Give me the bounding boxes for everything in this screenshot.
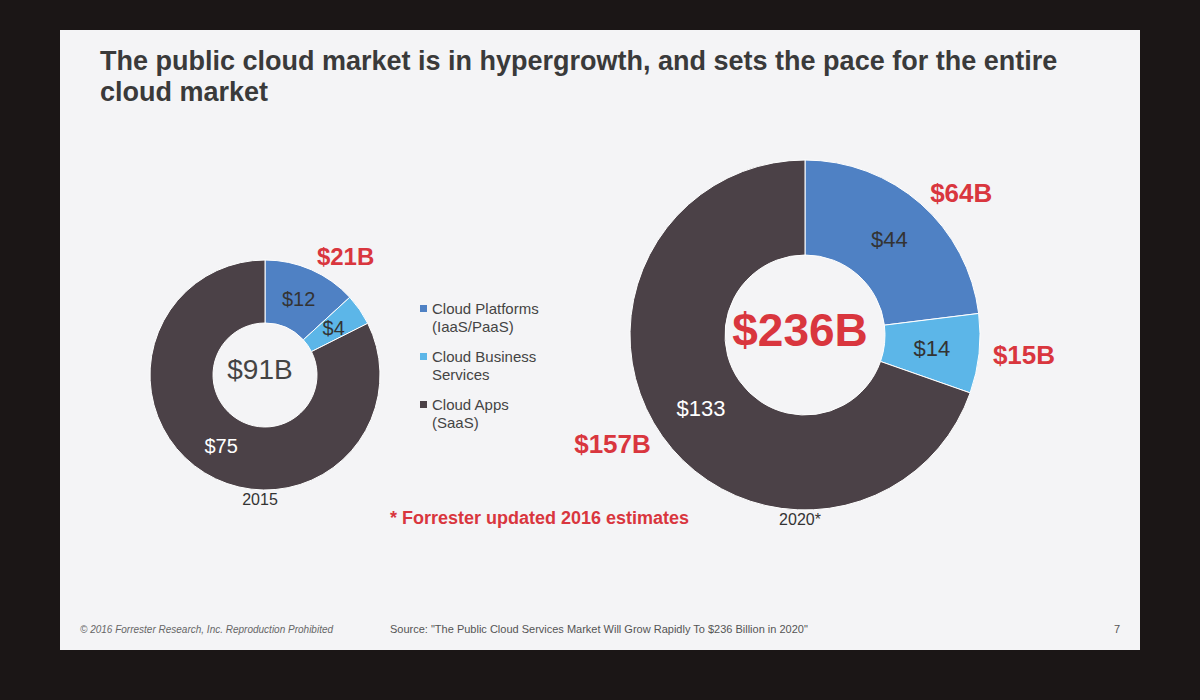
- html-text:The public cloud market is in: The public cloud market is in hypergrowt…: [100, 46, 1058, 107]
- svg-text:$75: $75: [204, 435, 237, 457]
- html-text:Source: "The Public Cloud Serv: Source: "The Public Cloud Services Marke…: [390, 623, 808, 635]
- svg-text:$15B: $15B: [993, 340, 1055, 370]
- html-text:* Forrester updated 2016 estim: * Forrester updated 2016 estimates: [390, 508, 690, 528]
- html-text:$236B: $236B: [732, 304, 868, 356]
- svg-text:$12: $12: [282, 288, 315, 310]
- svg-text:$133: $133: [677, 396, 726, 421]
- html-text:Cloud Platforms (IaaS/PaaS): Cloud Platforms (IaaS/PaaS): [432, 300, 539, 335]
- svg-text:$157B: $157B: [574, 429, 651, 459]
- svg-text:$64B: $64B: [930, 178, 992, 208]
- html-text:$91B: $91B: [227, 354, 293, 385]
- html-text:2020*: 2020*: [779, 511, 821, 528]
- svg-text:$14: $14: [913, 336, 950, 361]
- svg-text:$44: $44: [871, 227, 908, 252]
- html-text:7: 7: [1113, 623, 1120, 635]
- html-text:2015: 2015: [242, 491, 278, 508]
- html-text:© 2016 Forrester Research, Inc: © 2016 Forrester Research, Inc. Reproduc…: [80, 624, 334, 635]
- html-text:Cloud Business Services: Cloud Business Services: [432, 348, 537, 383]
- svg-text:$21B: $21B: [317, 243, 374, 270]
- svg-text:$4: $4: [323, 317, 345, 339]
- html-text:Cloud Apps (SaaS): Cloud Apps (SaaS): [432, 396, 509, 431]
